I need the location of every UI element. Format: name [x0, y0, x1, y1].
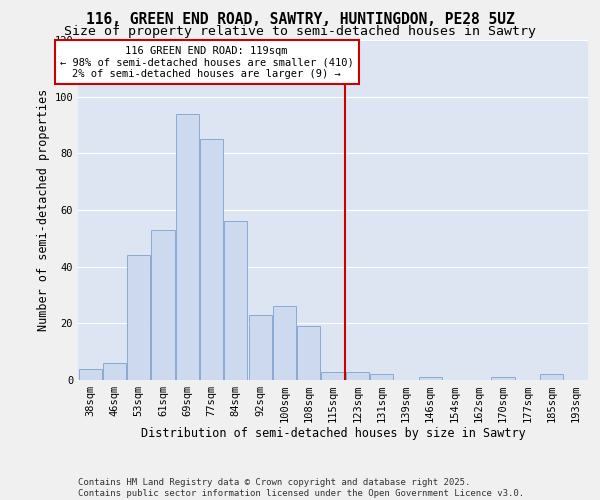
Bar — [322, 372, 344, 380]
Bar — [297, 326, 320, 380]
Bar — [491, 377, 515, 380]
Bar — [346, 372, 369, 380]
Bar — [273, 306, 296, 380]
Bar — [370, 374, 393, 380]
Text: Contains HM Land Registry data © Crown copyright and database right 2025.
Contai: Contains HM Land Registry data © Crown c… — [78, 478, 524, 498]
Bar — [151, 230, 175, 380]
Text: 116, GREEN END ROAD, SAWTRY, HUNTINGDON, PE28 5UZ: 116, GREEN END ROAD, SAWTRY, HUNTINGDON,… — [86, 12, 514, 28]
Bar — [248, 315, 272, 380]
Bar — [200, 139, 223, 380]
Y-axis label: Number of semi-detached properties: Number of semi-detached properties — [37, 89, 50, 331]
Text: 116 GREEN END ROAD: 119sqm
← 98% of semi-detached houses are smaller (410)
2% of: 116 GREEN END ROAD: 119sqm ← 98% of semi… — [60, 46, 353, 79]
Bar — [224, 222, 247, 380]
Bar — [419, 377, 442, 380]
Bar — [127, 256, 150, 380]
Bar — [103, 363, 126, 380]
Text: Size of property relative to semi-detached houses in Sawtry: Size of property relative to semi-detach… — [64, 25, 536, 38]
X-axis label: Distribution of semi-detached houses by size in Sawtry: Distribution of semi-detached houses by … — [140, 426, 526, 440]
Bar — [79, 368, 101, 380]
Bar — [176, 114, 199, 380]
Bar — [540, 374, 563, 380]
